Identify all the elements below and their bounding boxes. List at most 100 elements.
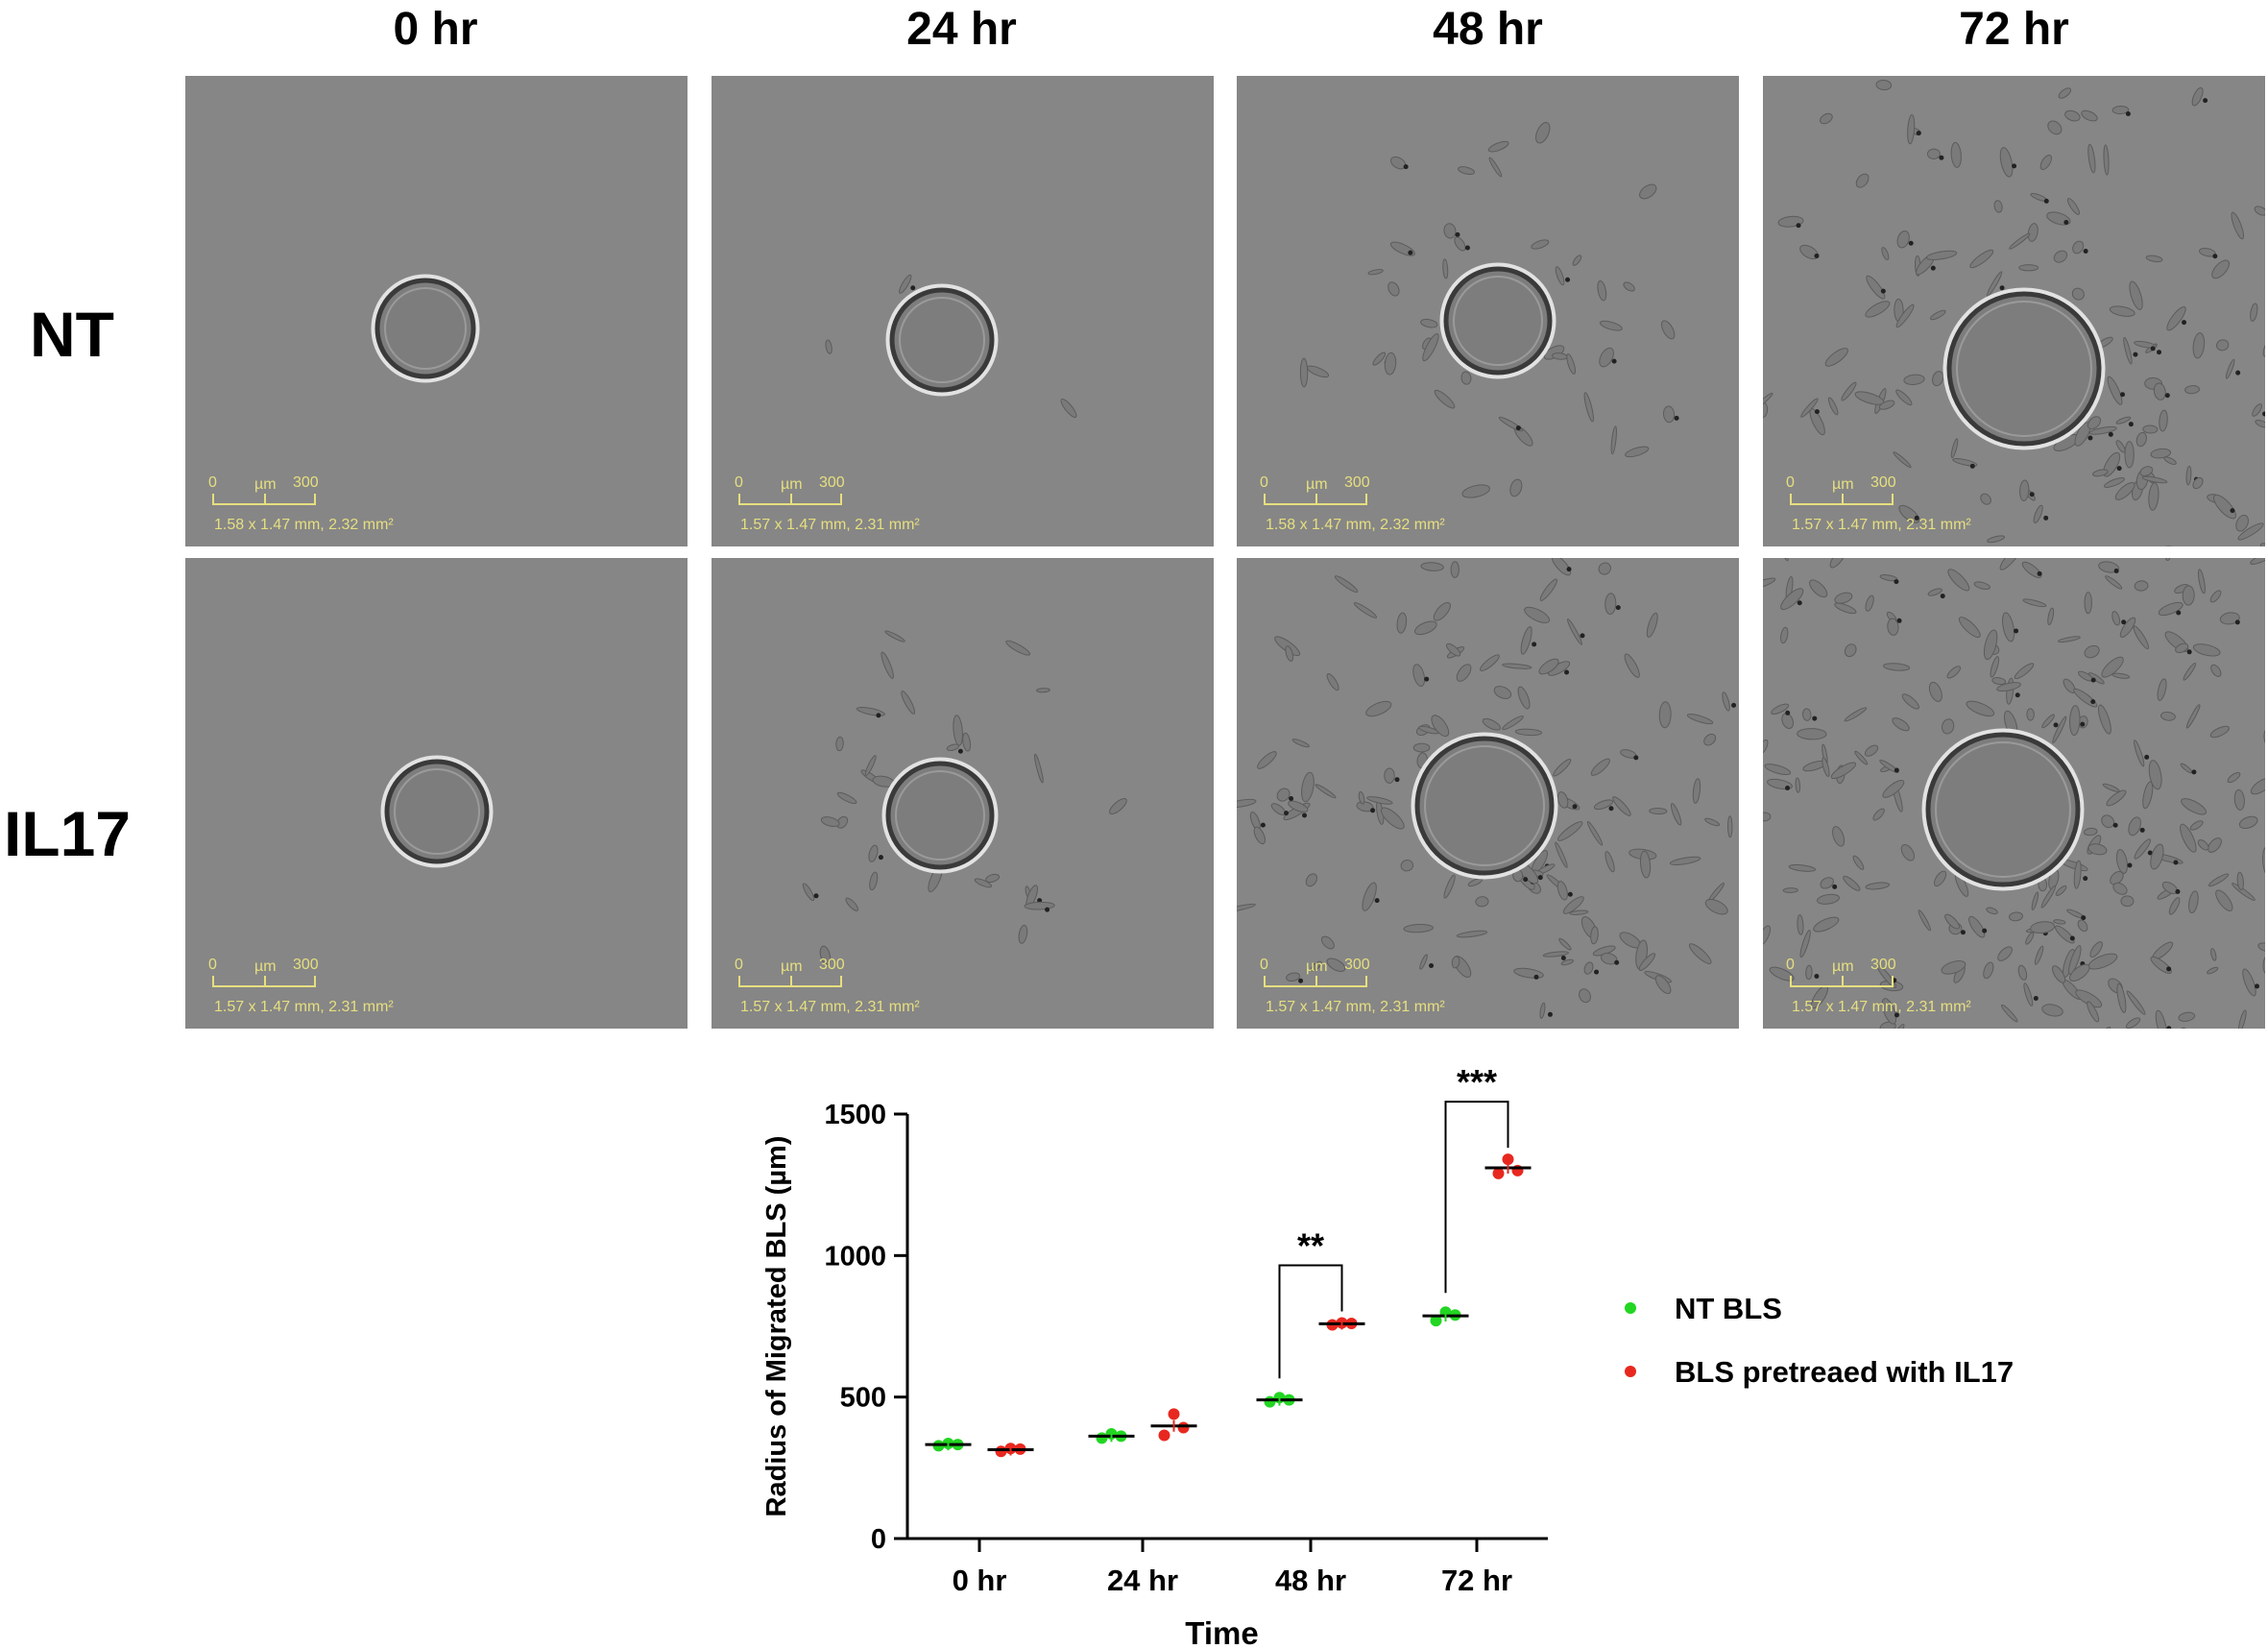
scale-bar: 0 µm 300 1.57 x 1.47 mm, 2.31 mm² (735, 465, 1026, 542)
scale-bar-tick (840, 494, 842, 503)
scale-bar-unit: µm (1832, 958, 1854, 975)
scale-bar-max: 300 (293, 957, 319, 973)
scale-bar-tick (314, 494, 316, 503)
scale-bar-tick (1264, 494, 1266, 503)
scale-bar-tick (790, 976, 792, 985)
scale-bar-tick (738, 494, 740, 503)
microscopy-panel-il17-0hr: 0 µm 300 1.57 x 1.47 mm, 2.31 mm² (185, 558, 688, 1029)
scale-bar-zero: 0 (1260, 474, 1268, 491)
scale-bar: 0 µm 300 1.58 x 1.47 mm, 2.32 mm² (1260, 465, 1552, 542)
scale-bar-max: 300 (1870, 474, 1896, 491)
data-point-nt (1430, 1315, 1442, 1327)
scale-bar: 0 µm 300 1.58 x 1.47 mm, 2.32 mm² (208, 465, 500, 542)
scale-bar-zero: 0 (208, 957, 217, 973)
scale-bar-line (1264, 503, 1367, 505)
scale-bar-unit: µm (1306, 476, 1328, 493)
scale-bar-tick (264, 494, 266, 503)
scale-bar: 0 µm 300 1.57 x 1.47 mm, 2.31 mm² (735, 947, 1026, 1024)
scale-bar: 0 µm 300 1.57 x 1.47 mm, 2.31 mm² (1260, 947, 1552, 1024)
scale-bar-zero: 0 (1260, 957, 1268, 973)
significance-label: ** (1297, 1225, 1324, 1265)
y-tick-label: 1500 (824, 1100, 886, 1130)
scale-bar-tick (212, 976, 214, 985)
y-tick-label: 0 (871, 1524, 886, 1555)
scale-bar-tick (1365, 976, 1367, 985)
scale-bar-tick (212, 494, 214, 503)
significance-bracket (1278, 1264, 1343, 1379)
scale-bar-tick (1365, 494, 1367, 503)
scale-bar-unit: µm (254, 958, 277, 975)
scale-bar-unit: µm (781, 958, 803, 975)
scale-bar-tick (1842, 976, 1844, 985)
scale-bar-max: 300 (819, 474, 845, 491)
scale-bar-unit: µm (254, 476, 277, 493)
scale-bar-tick (1264, 976, 1266, 985)
scale-bar-line (738, 503, 842, 505)
image-dimensions: 1.57 x 1.47 mm, 2.31 mm² (740, 999, 920, 1015)
y-tick-label: 500 (840, 1383, 886, 1414)
data-point-il17 (1177, 1421, 1190, 1434)
column-header-0hr: 0 hr (393, 4, 478, 55)
scale-bar-max: 300 (1344, 957, 1370, 973)
scale-bar-tick (1790, 976, 1792, 985)
scale-bar-tick (1892, 494, 1894, 503)
scale-bar-tick (314, 976, 316, 985)
scale-bar-tick (1790, 494, 1792, 503)
scale-bar-zero: 0 (1786, 474, 1795, 491)
microscopy-panel-nt-48hr: 0 µm 300 1.58 x 1.47 mm, 2.32 mm² (1237, 76, 1739, 546)
column-header-72hr: 72 hr (1959, 4, 2069, 55)
microscopy-panel-il17-72hr: 0 µm 300 1.57 x 1.47 mm, 2.31 mm² (1763, 558, 2265, 1029)
legend-label-nt: NT BLS (1675, 1292, 1782, 1325)
scale-bar-tick (1892, 976, 1894, 985)
scale-bar-max: 300 (819, 957, 845, 973)
scale-bar-max: 300 (1344, 474, 1370, 491)
scale-bar-tick (1315, 494, 1317, 503)
scale-bar-unit: µm (781, 476, 803, 493)
image-dimensions: 1.58 x 1.47 mm, 2.32 mm² (1266, 517, 1445, 533)
data-point-il17 (1158, 1429, 1170, 1442)
scale-bar-zero: 0 (1786, 957, 1795, 973)
significance-bracket (1444, 1101, 1509, 1294)
image-dimensions: 1.57 x 1.47 mm, 2.31 mm² (1266, 999, 1445, 1015)
scale-bar-line (738, 985, 842, 987)
image-dimensions: 1.57 x 1.47 mm, 2.31 mm² (740, 517, 920, 533)
scale-bar-zero: 0 (735, 474, 743, 491)
image-dimensions: 1.58 x 1.47 mm, 2.32 mm² (214, 517, 394, 533)
legend-label-il17: BLS pretreaed with IL17 (1675, 1355, 2014, 1389)
x-tick-label: 48 hr (1275, 1564, 1346, 1597)
scale-bar-max: 300 (1870, 957, 1896, 973)
scale-bar-tick (1315, 976, 1317, 985)
scale-bar-zero: 0 (208, 474, 217, 491)
scale-bar-zero: 0 (735, 957, 743, 973)
scale-bar-line (1264, 985, 1367, 987)
scale-bar-line (1790, 503, 1894, 505)
microscopy-panel-il17-48hr: 0 µm 300 1.57 x 1.47 mm, 2.31 mm² (1237, 558, 1739, 1029)
scale-bar-max: 300 (293, 474, 319, 491)
microscopy-panel-nt-0hr: 0 µm 300 1.58 x 1.47 mm, 2.32 mm² (185, 76, 688, 546)
data-point-il17 (1502, 1153, 1514, 1166)
x-tick-label: 72 hr (1441, 1564, 1512, 1597)
x-axis-label: Time (1185, 1615, 1258, 1649)
legend-marker-nt (1625, 1302, 1636, 1314)
scale-bar-tick (1842, 494, 1844, 503)
microscopy-panel-nt-24hr: 0 µm 300 1.57 x 1.47 mm, 2.31 mm² (712, 76, 1214, 546)
y-tick-label: 1000 (824, 1241, 886, 1272)
microscopy-panel-nt-72hr: 0 µm 300 1.57 x 1.47 mm, 2.31 mm² (1763, 76, 2265, 546)
image-dimensions: 1.57 x 1.47 mm, 2.31 mm² (1792, 517, 1971, 533)
x-tick-label: 0 hr (953, 1564, 1007, 1597)
scale-bar: 0 µm 300 1.57 x 1.47 mm, 2.31 mm² (208, 947, 500, 1024)
image-dimensions: 1.57 x 1.47 mm, 2.31 mm² (1792, 999, 1971, 1015)
scale-bar-line (1790, 985, 1894, 987)
scale-bar-tick (264, 976, 266, 985)
column-header-48hr: 48 hr (1433, 4, 1543, 55)
image-dimensions: 1.57 x 1.47 mm, 2.31 mm² (214, 999, 394, 1015)
y-axis-label: Radius of Migrated BLS (µm) (761, 1136, 792, 1517)
scale-bar-unit: µm (1306, 958, 1328, 975)
scale-bar-tick (738, 976, 740, 985)
scale-bar: 0 µm 300 1.57 x 1.47 mm, 2.31 mm² (1786, 465, 2078, 542)
row-label-il17: IL17 (3, 798, 132, 869)
scale-bar: 0 µm 300 1.57 x 1.47 mm, 2.31 mm² (1786, 947, 2078, 1024)
scale-bar-unit: µm (1832, 476, 1854, 493)
data-point-il17 (1492, 1167, 1505, 1179)
